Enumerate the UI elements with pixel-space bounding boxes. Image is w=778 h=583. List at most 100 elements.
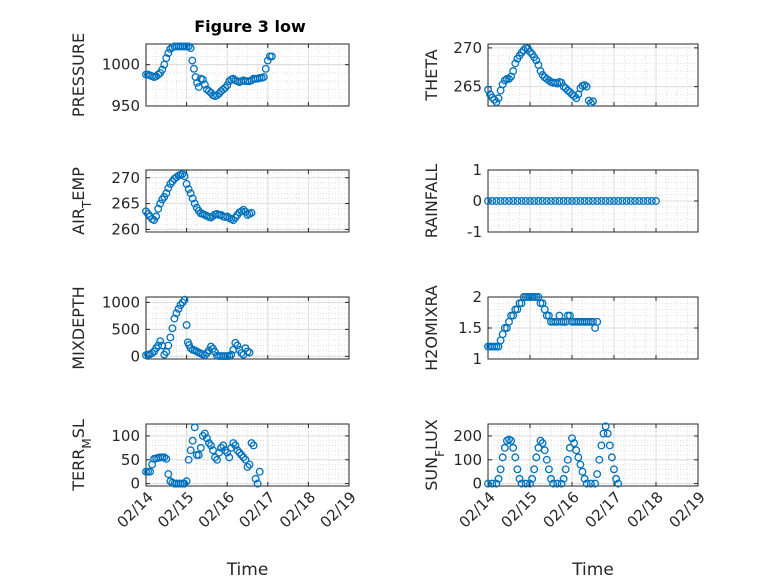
y-axis-label: TERRMSL [69, 419, 94, 492]
data-point [488, 197, 497, 205]
data-point [578, 467, 587, 476]
data-point [188, 56, 197, 65]
data-point [500, 76, 509, 85]
data-point [245, 460, 254, 469]
data-point [521, 197, 530, 205]
y-tick-label: 0 [472, 192, 482, 210]
data-point [511, 59, 520, 68]
data-point [553, 479, 562, 488]
data-point [247, 439, 256, 448]
data-point [572, 94, 581, 103]
data-point [223, 81, 232, 90]
data-point [241, 455, 250, 464]
data-point [146, 467, 155, 476]
data-point [647, 197, 656, 205]
y-tick-label: 2 [472, 288, 482, 306]
data-point [610, 197, 618, 205]
data-point [253, 479, 262, 488]
y-tick-label: 100 [111, 427, 140, 445]
data-point [255, 467, 264, 476]
data-point [186, 446, 195, 455]
y-tick-label: 265 [453, 78, 482, 96]
data-point [652, 197, 660, 205]
data-point [521, 479, 530, 488]
data-point [198, 75, 207, 84]
data-point [490, 95, 499, 104]
data-point [601, 197, 610, 205]
y-tick-label: 1 [472, 161, 482, 179]
data-point [498, 80, 507, 89]
data-point [576, 460, 585, 469]
y-tick-label: 1 [472, 350, 482, 368]
data-point [164, 49, 173, 58]
data-point [178, 170, 187, 179]
data-point [517, 197, 526, 205]
data-point [261, 64, 270, 73]
data-point [593, 317, 602, 326]
data-point [207, 441, 215, 450]
x-tick-label: 02/17 [582, 488, 625, 531]
data-point [557, 78, 566, 87]
y-tick-label: 100 [453, 451, 482, 469]
y-tick-label: 0 [130, 475, 140, 493]
data-point [188, 436, 197, 445]
data-point [211, 348, 219, 356]
y-axis-label: MIXDEPTH [69, 286, 88, 369]
data-point [605, 197, 614, 205]
data-point [544, 465, 553, 474]
data-point [186, 189, 195, 198]
data-point [182, 179, 191, 188]
data-point [528, 474, 537, 483]
data-point [184, 42, 193, 51]
data-point [190, 423, 199, 432]
panel-mid1-left: 260 265 270 AIRTEMP [69, 167, 350, 238]
data-point [184, 455, 193, 464]
data-point [618, 197, 627, 205]
x-tick-label: 02/16 [195, 488, 238, 531]
data-point [162, 454, 171, 463]
data-point [586, 98, 595, 107]
data-point [538, 439, 547, 448]
y-tick-label: 1000 [102, 293, 140, 311]
data-point [166, 333, 175, 342]
data-point [156, 199, 165, 208]
data-point [174, 304, 183, 313]
data-point [148, 349, 157, 358]
data-point [496, 197, 505, 205]
data-point [500, 197, 509, 205]
data-point [591, 479, 600, 488]
data-point [563, 197, 572, 205]
data-point [614, 197, 623, 205]
y-axis-label: PRESSURE [69, 33, 88, 117]
data-point [186, 44, 195, 53]
data-point [239, 205, 248, 214]
data-point [542, 197, 551, 205]
data-point [168, 324, 177, 333]
panel-mid2-left: 0 500 1000 MIXDEPTH [69, 286, 350, 370]
data-point [251, 474, 260, 483]
data-point [162, 189, 171, 198]
data-point [243, 462, 252, 471]
data-point [635, 197, 644, 205]
x-tick-label: 02/15 [154, 488, 197, 531]
data-point [536, 436, 545, 445]
data-point [631, 197, 639, 205]
data-point [559, 197, 568, 205]
data-point [231, 441, 240, 450]
y-tick-label: 270 [111, 169, 140, 187]
data-point [158, 65, 167, 74]
data-point [517, 479, 526, 488]
data-point [184, 185, 193, 194]
y-tick-label: 260 [111, 220, 140, 238]
y-axis-label: THETA [422, 49, 441, 101]
y-axis-label: AIRTEMP [69, 167, 94, 235]
data-point [536, 67, 545, 76]
data-point [492, 197, 501, 205]
data-point [582, 479, 591, 488]
y-tick-label: 0 [130, 347, 140, 365]
data-point [492, 479, 501, 488]
data-point [200, 80, 209, 89]
data-point [597, 197, 606, 205]
